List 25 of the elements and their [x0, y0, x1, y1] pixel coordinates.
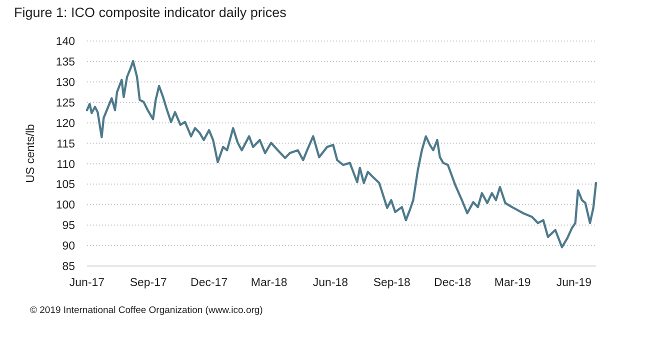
x-tick-label: Mar-18 [250, 277, 288, 289]
text: © 2019 International Coffee Organization (www.ico.org) [30, 305, 263, 316]
y-tick-label: 115 [56, 138, 75, 150]
y-tick-label: 105 [56, 179, 75, 192]
y-tick-label: 90 [62, 240, 75, 253]
line-series [86, 60, 598, 248]
y-tick-label: 135 [56, 56, 75, 68]
x-tick-label: Jun-19 [556, 277, 592, 289]
x-tick-label: Mar-19 [494, 277, 531, 289]
x-tick-label: Sep-18 [373, 277, 410, 289]
y-tick-label: 95 [62, 220, 75, 232]
y-axis-title: US cents/lb [25, 124, 37, 183]
y-tick-label: 85 [62, 261, 75, 274]
y-tick-label: 100 [56, 200, 75, 212]
x-tick-label: Dec-17 [190, 277, 228, 289]
y-tick-label: 125 [56, 97, 75, 110]
x-tick-label: Jun-18 [312, 277, 348, 289]
x-tick-label: Jun-17 [69, 277, 105, 289]
y-tick-label: 140 [56, 36, 75, 48]
x-tick-label: Dec-18 [434, 277, 472, 289]
chart-title: Figure 1: ICO composite indicator daily prices [14, 5, 287, 20]
y-tick-label: 110 [56, 158, 75, 171]
y-tick-label: 120 [56, 118, 75, 130]
x-tick-label: Sep-17 [130, 277, 167, 289]
y-tick-label: 130 [56, 76, 75, 89]
